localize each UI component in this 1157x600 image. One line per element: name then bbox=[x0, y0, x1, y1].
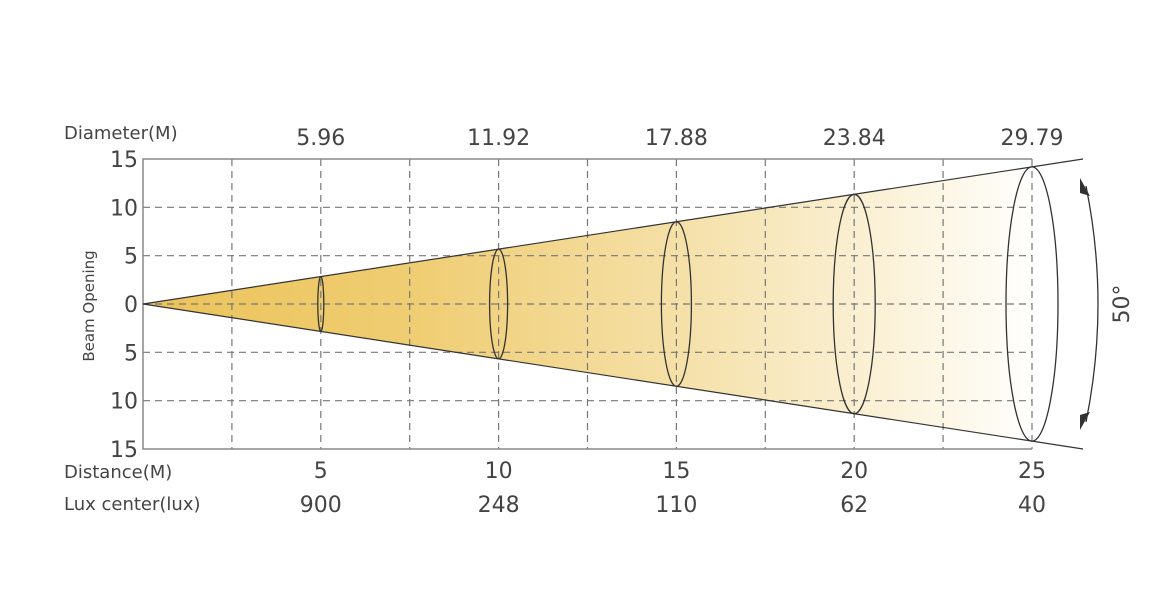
lux-value: 40 bbox=[1018, 493, 1046, 518]
diameter-value: 11.92 bbox=[467, 126, 530, 151]
distance-value: 5 bbox=[314, 459, 328, 484]
diameter-value: 29.79 bbox=[1001, 126, 1064, 151]
distance-label: Distance(M) bbox=[64, 462, 172, 483]
lux-value: 900 bbox=[300, 493, 342, 518]
y-tick-label: 10 bbox=[110, 196, 138, 221]
diameter-value: 23.84 bbox=[823, 126, 886, 151]
beam-section-ellipse bbox=[317, 275, 325, 333]
y-tick-label: 15 bbox=[110, 438, 138, 463]
beam-edge-bottom bbox=[142, 303, 1084, 450]
beam-angle-label: 50° bbox=[1110, 285, 1135, 324]
diameter-label: Diameter(M) bbox=[64, 123, 178, 144]
beam-section-ellipse bbox=[660, 221, 693, 387]
beam-edge-top bbox=[142, 158, 1084, 305]
y-tick-label: 15 bbox=[110, 148, 138, 173]
lux-value: 62 bbox=[840, 493, 868, 518]
y-tick-label: 5 bbox=[124, 341, 138, 366]
y-tick-label: 5 bbox=[124, 245, 138, 270]
distance-value: 20 bbox=[840, 459, 868, 484]
y-tick-label: 0 bbox=[124, 293, 138, 318]
diameter-value: 17.88 bbox=[645, 126, 708, 151]
lux-value: 248 bbox=[478, 493, 520, 518]
distance-value: 15 bbox=[662, 459, 690, 484]
y-axis-label: Beam Opening bbox=[80, 250, 98, 361]
beam-section-ellipse bbox=[488, 248, 509, 360]
angle-arc bbox=[1085, 185, 1099, 423]
distance-value: 25 bbox=[1018, 459, 1046, 484]
beam-section-ellipse bbox=[1005, 166, 1059, 442]
arrow-up-icon bbox=[1080, 178, 1090, 196]
beam-section-ellipse bbox=[832, 193, 876, 415]
lux-label: Lux center(lux) bbox=[64, 494, 201, 515]
arrow-down-icon bbox=[1080, 412, 1090, 430]
distance-value: 10 bbox=[485, 459, 513, 484]
y-tick-label: 10 bbox=[110, 390, 138, 415]
diameter-value: 5.96 bbox=[296, 126, 345, 151]
lux-value: 110 bbox=[655, 493, 697, 518]
